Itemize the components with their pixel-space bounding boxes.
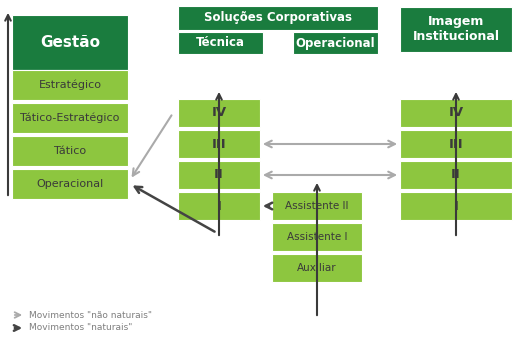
- Bar: [400, 7, 512, 52]
- Text: III: III: [449, 137, 464, 151]
- Bar: [400, 161, 512, 189]
- Text: Gestão: Gestão: [40, 35, 100, 50]
- Bar: [12, 136, 128, 166]
- Text: IV: IV: [211, 106, 227, 120]
- Bar: [272, 254, 362, 282]
- Text: Imagem
Institucional: Imagem Institucional: [412, 16, 500, 44]
- Text: Tático: Tático: [54, 146, 86, 156]
- Bar: [400, 130, 512, 158]
- Text: Operacional: Operacional: [295, 37, 375, 49]
- Text: Movimentos "naturais": Movimentos "naturais": [29, 323, 133, 333]
- Bar: [12, 15, 128, 70]
- Bar: [272, 223, 362, 251]
- Bar: [400, 99, 512, 127]
- Text: Tático-Estratégico: Tático-Estratégico: [20, 113, 120, 123]
- Bar: [178, 161, 260, 189]
- Bar: [272, 192, 362, 220]
- Text: Auxiliar: Auxiliar: [297, 263, 337, 273]
- Bar: [178, 192, 260, 220]
- Text: II: II: [214, 169, 224, 181]
- Text: IV: IV: [448, 106, 464, 120]
- Text: Assistente I: Assistente I: [287, 232, 347, 242]
- Bar: [293, 32, 378, 54]
- Bar: [178, 130, 260, 158]
- Bar: [178, 99, 260, 127]
- Text: Operacional: Operacional: [37, 179, 104, 189]
- Text: Assistente II: Assistente II: [285, 201, 349, 211]
- Bar: [178, 32, 263, 54]
- Text: Soluções Corporativas: Soluções Corporativas: [204, 11, 352, 24]
- Bar: [12, 103, 128, 133]
- Text: Técnica: Técnica: [196, 37, 245, 49]
- Bar: [178, 6, 378, 30]
- Text: I: I: [217, 200, 221, 213]
- Bar: [12, 169, 128, 199]
- Text: III: III: [212, 137, 227, 151]
- Bar: [400, 192, 512, 220]
- Text: II: II: [451, 169, 461, 181]
- Text: I: I: [454, 200, 458, 213]
- Text: Estratégico: Estratégico: [39, 80, 101, 90]
- Text: Movimentos "não naturais": Movimentos "não naturais": [29, 311, 152, 320]
- Bar: [12, 70, 128, 100]
